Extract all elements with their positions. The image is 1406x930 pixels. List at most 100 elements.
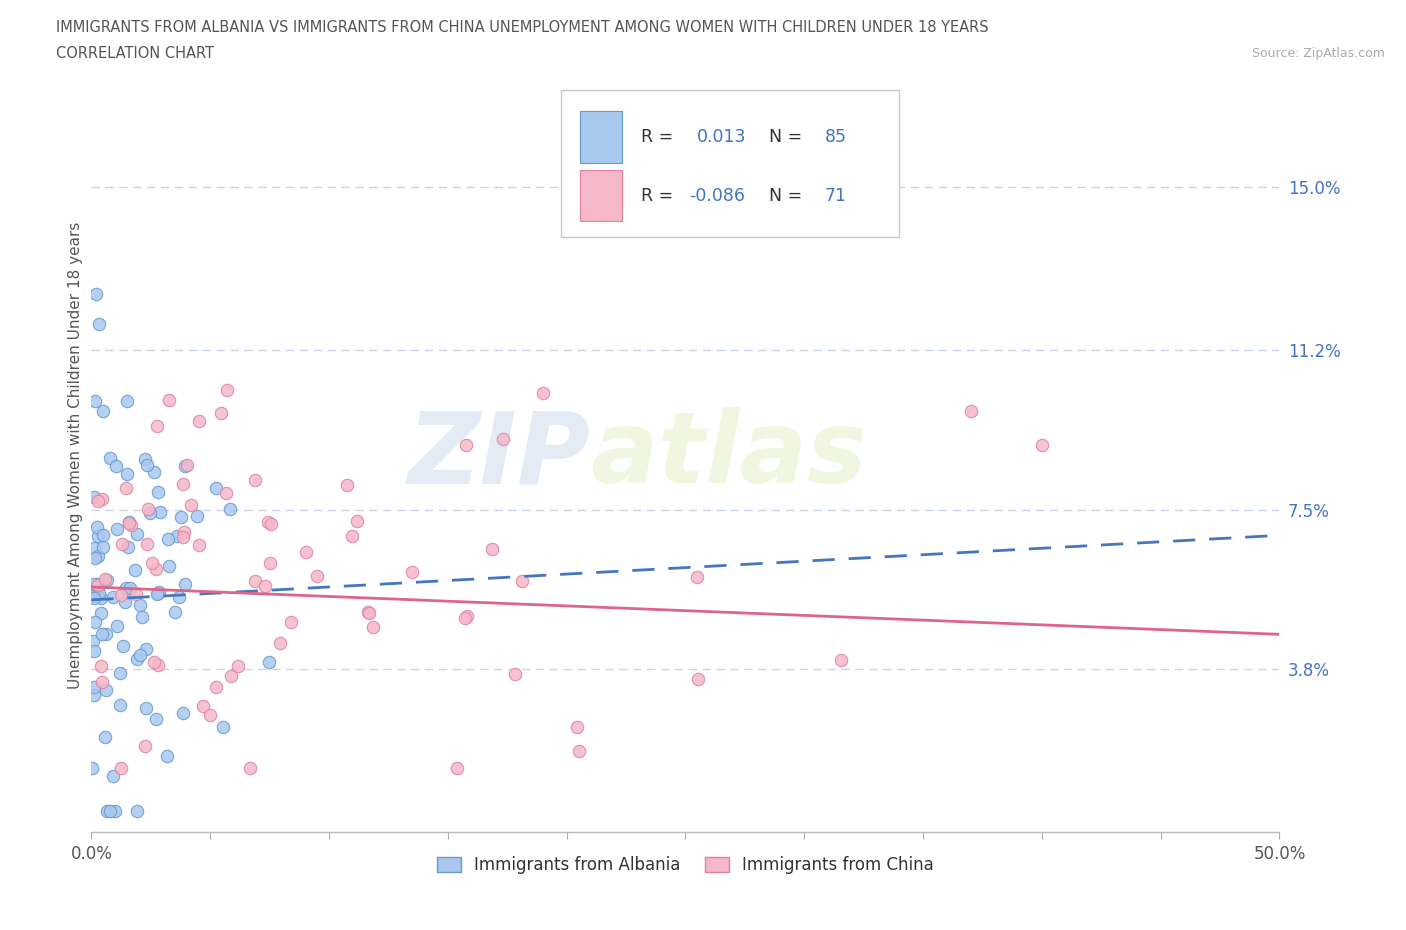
Point: [166, 529, 188, 544]
Text: 0.013: 0.013: [697, 128, 747, 146]
Text: 85: 85: [824, 128, 846, 146]
Point: [136, 458, 159, 472]
Point: [90, 606, 112, 621]
Point: [111, 536, 134, 551]
Text: N =: N =: [769, 128, 807, 146]
Point: [84, 393, 107, 408]
Point: [959, 403, 981, 418]
Point: [110, 588, 132, 603]
Point: [259, 655, 281, 670]
Point: [93, 527, 115, 542]
Point: [245, 573, 267, 588]
Point: [96, 572, 118, 587]
Point: [83, 644, 105, 658]
Point: [110, 698, 132, 712]
Point: [83, 680, 105, 695]
Point: [454, 611, 477, 626]
Point: [361, 619, 384, 634]
Point: [124, 563, 146, 578]
Point: [82, 589, 104, 604]
FancyBboxPatch shape: [579, 170, 623, 221]
Point: [138, 505, 160, 520]
Point: [83, 591, 105, 606]
Point: [96, 804, 118, 818]
Point: [134, 451, 156, 466]
Point: [256, 515, 278, 530]
Point: [531, 386, 554, 401]
Point: [212, 720, 235, 735]
Point: [101, 768, 124, 783]
Point: [83, 687, 105, 702]
Point: [111, 639, 134, 654]
Point: [83, 577, 105, 591]
Point: [134, 738, 156, 753]
Point: [86, 578, 108, 592]
Point: [186, 509, 208, 524]
Point: [84, 615, 107, 630]
Y-axis label: Unemployment Among Women with Children Under 18 years: Unemployment Among Women with Children U…: [67, 222, 83, 689]
Point: [87, 580, 110, 595]
Point: [342, 529, 364, 544]
Point: [156, 532, 179, 547]
Point: [510, 574, 533, 589]
Point: [157, 392, 180, 407]
Point: [83, 541, 105, 556]
Point: [481, 541, 503, 556]
Text: 71: 71: [824, 187, 846, 205]
Point: [215, 485, 238, 500]
Text: Source: ZipAtlas.com: Source: ZipAtlas.com: [1251, 46, 1385, 60]
Point: [117, 539, 139, 554]
Legend: Immigrants from Albania, Immigrants from China: Immigrants from Albania, Immigrants from…: [430, 849, 941, 881]
Text: CORRELATION CHART: CORRELATION CHART: [56, 46, 214, 61]
Point: [219, 669, 242, 684]
Point: [198, 707, 221, 722]
Point: [567, 719, 589, 734]
Point: [172, 476, 194, 491]
Point: [128, 597, 150, 612]
Point: [187, 414, 209, 429]
Point: [503, 667, 526, 682]
Point: [219, 501, 242, 516]
Point: [136, 501, 159, 516]
Point: [105, 522, 128, 537]
Point: [136, 537, 159, 551]
Point: [91, 627, 114, 642]
Point: [101, 590, 124, 604]
Point: [269, 636, 291, 651]
Point: [110, 761, 132, 776]
Point: [280, 615, 302, 630]
Point: [142, 655, 165, 670]
Point: [163, 604, 186, 619]
Point: [114, 594, 136, 609]
Point: [146, 658, 169, 673]
Point: [87, 586, 110, 601]
Point: [114, 581, 136, 596]
Point: [149, 504, 172, 519]
Point: [346, 513, 368, 528]
Point: [148, 584, 170, 599]
Point: [125, 587, 148, 602]
Point: [357, 604, 380, 619]
Point: [118, 516, 141, 531]
Point: [125, 526, 148, 541]
Point: [108, 666, 131, 681]
Point: [1031, 437, 1053, 452]
Point: [205, 481, 228, 496]
Point: [359, 605, 381, 620]
Point: [104, 458, 127, 473]
Point: [91, 492, 114, 507]
Point: [205, 680, 228, 695]
Point: [98, 451, 121, 466]
Point: [125, 804, 148, 818]
Point: [115, 481, 138, 496]
Point: [146, 418, 169, 433]
Point: [260, 517, 283, 532]
Point: [243, 472, 266, 487]
Point: [96, 683, 118, 698]
Point: [686, 671, 709, 686]
Point: [91, 539, 114, 554]
Point: [142, 464, 165, 479]
Point: [87, 549, 110, 564]
Point: [169, 590, 191, 604]
Point: [492, 432, 515, 446]
